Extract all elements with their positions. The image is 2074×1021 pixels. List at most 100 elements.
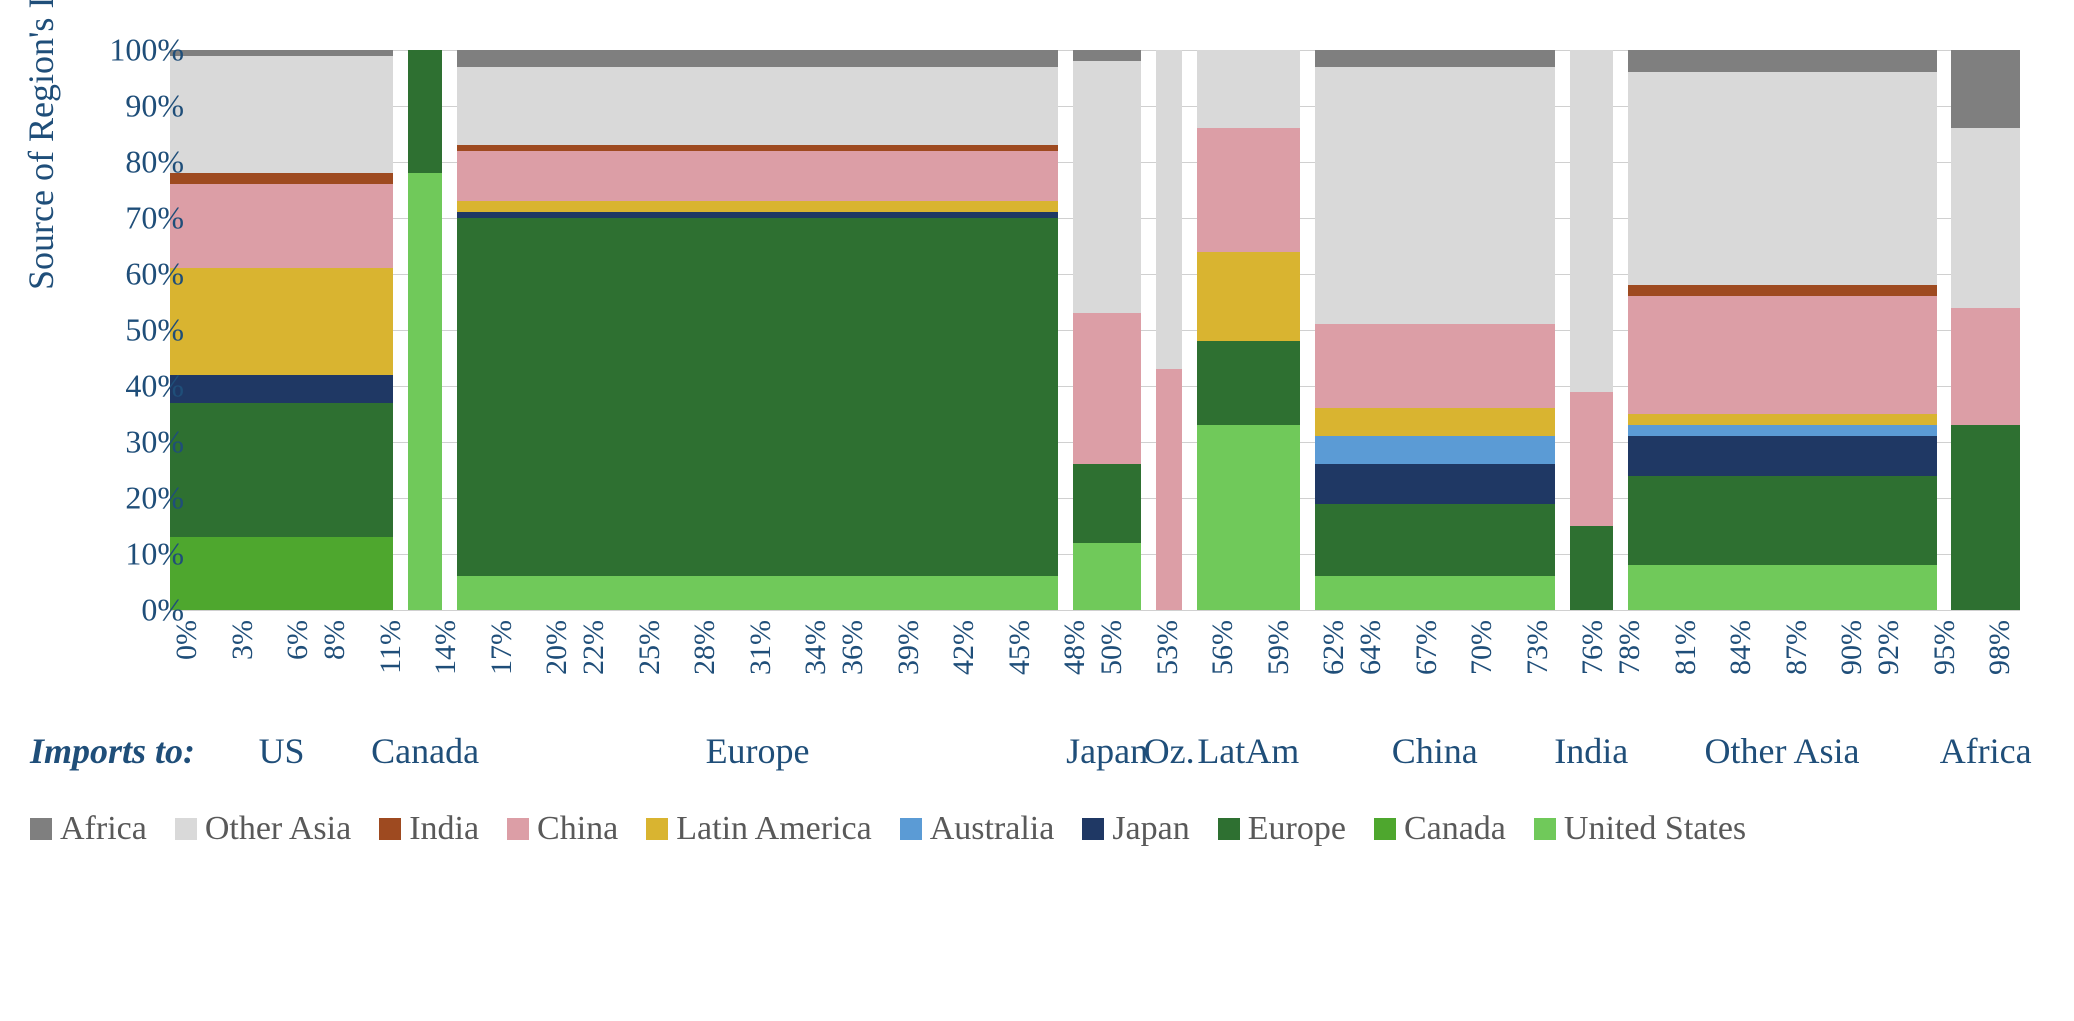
x-tick-label: 25%	[633, 620, 667, 675]
segment	[1628, 436, 1937, 475]
y-tick-label: 10%	[84, 536, 184, 573]
segment	[1315, 504, 1555, 577]
segment	[457, 151, 1058, 201]
region-label: Europe	[706, 730, 810, 772]
legend-swatch	[1534, 818, 1556, 840]
segment	[1073, 61, 1142, 313]
region-label: Other Asia	[1705, 730, 1860, 772]
legend-label: Canada	[1404, 810, 1506, 848]
x-tick-label: 3%	[226, 620, 260, 660]
legend-swatch	[646, 818, 668, 840]
segment	[1315, 50, 1555, 67]
segment	[170, 537, 393, 610]
legend-label: Europe	[1248, 810, 1346, 848]
legend-label: Latin America	[676, 810, 871, 848]
x-tick-label: 64%	[1354, 620, 1388, 675]
region-label: Canada	[371, 730, 479, 772]
segment	[1951, 308, 2020, 426]
segment	[1628, 285, 1937, 296]
segment	[170, 403, 393, 537]
y-tick-label: 80%	[84, 144, 184, 181]
legend-swatch	[1082, 818, 1104, 840]
segment	[1156, 50, 1182, 369]
x-tick-label: 22%	[577, 620, 611, 675]
marimekko-chart: Source of Region's Imports (%) 0%10%20%3…	[30, 30, 2044, 991]
y-tick-label: 0%	[84, 592, 184, 629]
legend-item: China	[507, 810, 618, 848]
imports-to-label: Imports to:	[30, 730, 195, 772]
legend-item: Other Asia	[175, 810, 351, 848]
column-other-asia	[1628, 50, 1937, 610]
x-tick-label: 28%	[688, 620, 722, 675]
x-tick-label: 6%	[281, 620, 315, 660]
segment	[1197, 341, 1300, 425]
x-tick-label: 76%	[1576, 620, 1610, 675]
segment	[1628, 425, 1937, 436]
segment	[1628, 414, 1937, 425]
segment	[1197, 425, 1300, 610]
segment	[1951, 425, 2020, 610]
segment	[1156, 369, 1182, 610]
legend: AfricaOther AsiaIndiaChinaLatin AmericaA…	[30, 810, 2044, 848]
segment	[1628, 476, 1937, 566]
x-tick-label: 90%	[1835, 620, 1869, 675]
legend-item: Japan	[1082, 810, 1189, 848]
x-tick-label: 39%	[892, 620, 926, 675]
column-africa	[1951, 50, 2020, 610]
segment	[1073, 313, 1142, 464]
segment	[457, 50, 1058, 67]
segment	[1197, 252, 1300, 342]
x-tick-label: 78%	[1613, 620, 1647, 675]
segment	[170, 173, 393, 184]
x-tick-label: 34%	[799, 620, 833, 675]
segment	[1315, 436, 1555, 464]
segment	[1073, 464, 1142, 542]
segment	[170, 56, 393, 174]
legend-item: Africa	[30, 810, 147, 848]
segment	[1315, 576, 1555, 610]
column-china	[1315, 50, 1555, 610]
x-tick-label: 42%	[947, 620, 981, 675]
x-tick-label: 45%	[1003, 620, 1037, 675]
region-label: LatAm	[1197, 730, 1299, 772]
y-tick-label: 100%	[84, 32, 184, 69]
x-tick-label: 17%	[485, 620, 519, 675]
x-tick-label: 84%	[1724, 620, 1758, 675]
legend-swatch	[1218, 818, 1240, 840]
column-canada	[408, 50, 442, 610]
x-tick-label: 50%	[1095, 620, 1129, 675]
column-japan	[1073, 50, 1142, 610]
legend-swatch	[507, 818, 529, 840]
x-tick-label: 11%	[374, 620, 408, 674]
x-tick-label: 53%	[1151, 620, 1185, 675]
legend-item: India	[379, 810, 479, 848]
y-axis-label: Source of Region's Imports (%)	[20, 0, 62, 290]
segment	[1628, 50, 1937, 72]
y-tick-label: 40%	[84, 368, 184, 405]
x-tick-label: 20%	[540, 620, 574, 675]
column-us	[170, 50, 393, 610]
legend-label: India	[409, 810, 479, 848]
legend-item: United States	[1534, 810, 1746, 848]
legend-label: China	[537, 810, 618, 848]
segment	[1073, 543, 1142, 610]
segment	[457, 218, 1058, 576]
legend-swatch	[1374, 818, 1396, 840]
segment	[1073, 50, 1142, 61]
y-tick-label: 90%	[84, 88, 184, 125]
segment	[170, 375, 393, 403]
legend-swatch	[30, 818, 52, 840]
x-tick-label: 56%	[1206, 620, 1240, 675]
segment	[1628, 565, 1937, 610]
x-tick-label: 95%	[1928, 620, 1962, 675]
segment	[457, 67, 1058, 145]
y-tick-label: 70%	[84, 200, 184, 237]
column-europe	[457, 50, 1058, 610]
segment	[1570, 526, 1613, 610]
x-tick-label: 48%	[1058, 620, 1092, 675]
legend-label: Africa	[60, 810, 147, 848]
segment	[1315, 324, 1555, 408]
segment	[457, 201, 1058, 212]
y-tick-label: 20%	[84, 480, 184, 517]
plot-area	[170, 50, 2020, 610]
